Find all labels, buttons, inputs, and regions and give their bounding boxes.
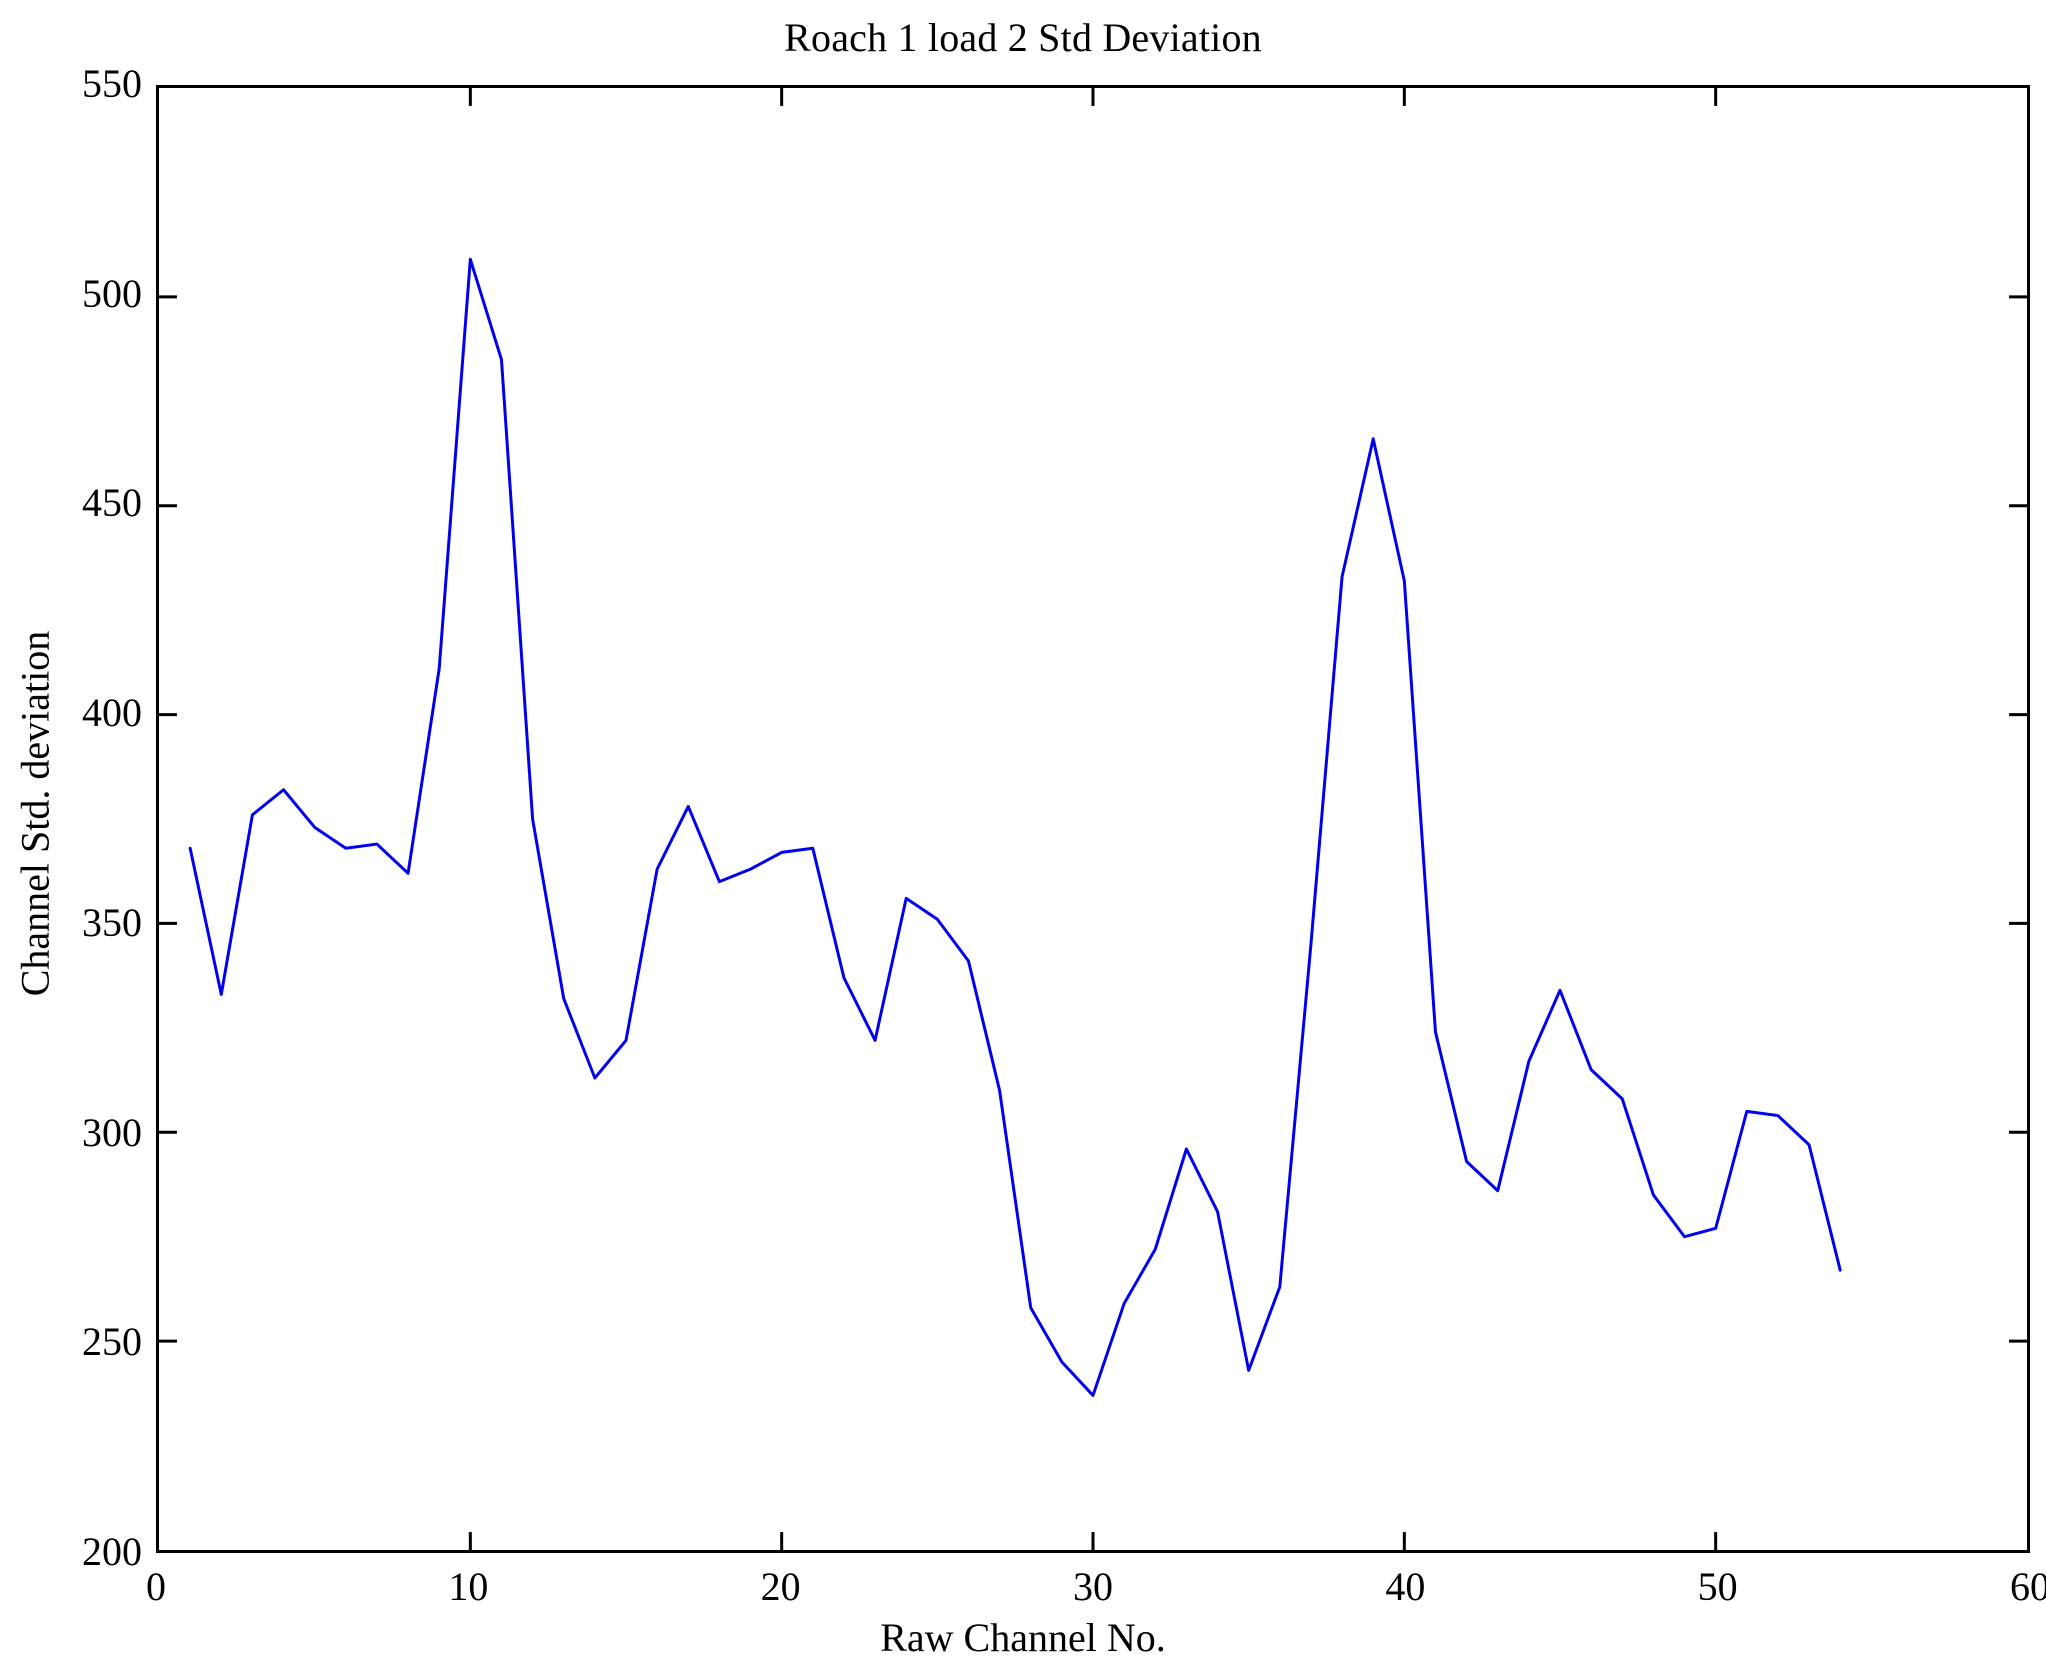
x-axis-ticks xyxy=(468,1532,1718,1550)
plot-svg xyxy=(159,88,2027,1550)
x-tick-label: 40 xyxy=(1385,1564,1426,1609)
y-tick-label: 500 xyxy=(82,270,142,316)
y-tick-label: 300 xyxy=(82,1109,142,1155)
y-tick-label: 350 xyxy=(82,899,142,945)
x-axis-ticks-top xyxy=(468,88,1718,106)
chart-title: Roach 1 load 2 Std Deviation xyxy=(784,15,1262,60)
y-axis-ticks xyxy=(159,295,177,1343)
y-axis-ticks-right xyxy=(2009,295,2027,1343)
x-tick-label: 0 xyxy=(146,1564,166,1609)
y-tick-label: 250 xyxy=(82,1319,142,1365)
y-tick-label: 200 xyxy=(82,1529,142,1574)
y-tick-label: 400 xyxy=(82,690,142,736)
plot-area xyxy=(156,85,2030,1553)
x-axis-label: Raw Channel No. xyxy=(880,1615,1166,1660)
data-series-line xyxy=(188,257,1842,1397)
x-tick-label: 60 xyxy=(2010,1564,2046,1609)
x-tick-label: 10 xyxy=(448,1564,489,1609)
y-tick-label: 550 xyxy=(82,61,142,106)
y-axis-label: Channel Std. deviation xyxy=(12,630,58,997)
x-tick-label: 50 xyxy=(1697,1564,1738,1609)
y-tick-label: 450 xyxy=(82,480,142,526)
x-tick-label: 20 xyxy=(760,1564,801,1609)
x-tick-label: 30 xyxy=(1073,1564,1113,1609)
